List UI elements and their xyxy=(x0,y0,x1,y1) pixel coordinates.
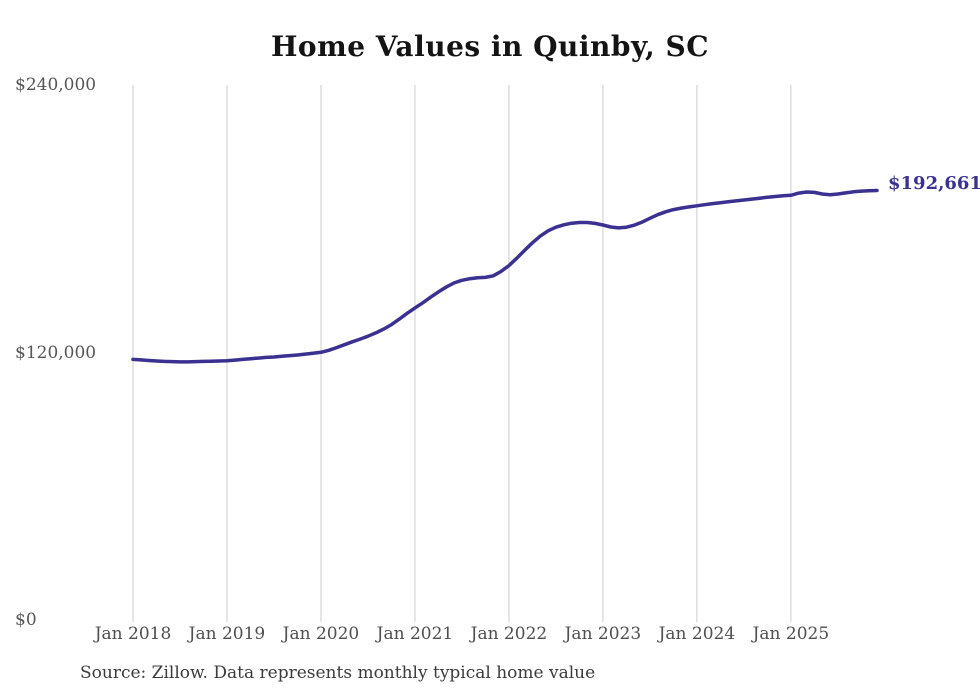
x-tick-label: Jan 2023 xyxy=(564,624,642,644)
x-tick-label: Jan 2022 xyxy=(470,624,548,644)
x-tick-label: Jan 2018 xyxy=(94,624,172,644)
latest-value-label: $192,661 xyxy=(888,173,980,194)
y-tick-label: $240,000 xyxy=(15,75,97,95)
x-tick-label: Jan 2020 xyxy=(282,624,360,644)
x-tick-label: Jan 2025 xyxy=(752,624,830,644)
x-tick-label: Jan 2019 xyxy=(188,624,266,644)
source-note: Source: Zillow. Data represents monthly … xyxy=(80,663,596,683)
y-tick-label: $120,000 xyxy=(15,342,97,363)
chart-title: Home Values in Quinby, SC xyxy=(270,30,710,63)
y-tick-label: $0 xyxy=(15,610,37,630)
x-tick-label: Jan 2021 xyxy=(376,624,454,644)
home-value-line xyxy=(131,188,879,364)
x-tick-label: Jan 2024 xyxy=(658,624,736,644)
